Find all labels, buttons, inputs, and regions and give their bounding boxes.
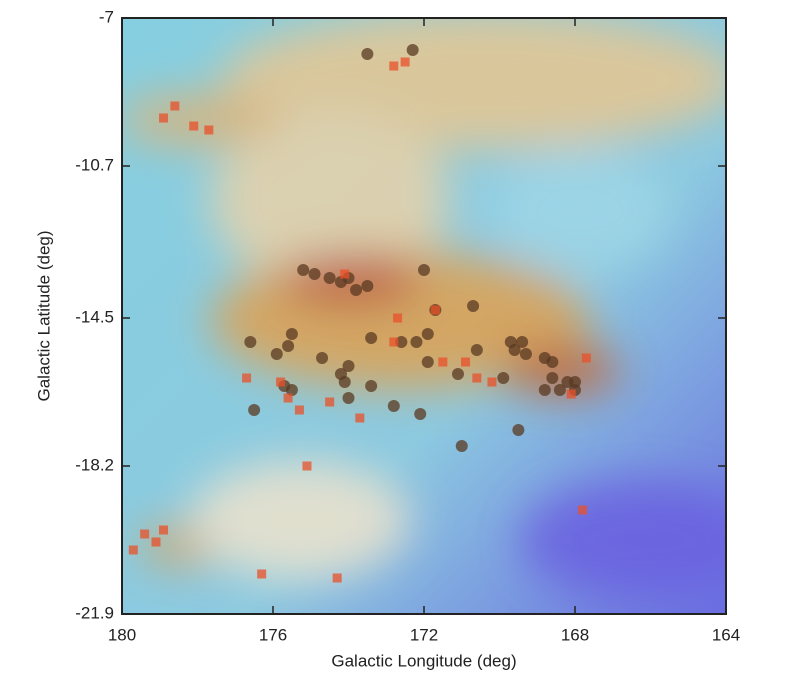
circle-marker: [519, 348, 532, 360]
circle-marker: [316, 352, 329, 364]
square-marker: [302, 461, 312, 471]
square-marker: [189, 121, 199, 131]
circle-marker: [365, 380, 378, 392]
circle-marker: [248, 404, 261, 416]
circle-marker: [421, 356, 434, 368]
circle-marker: [342, 392, 355, 404]
square-marker: [276, 377, 286, 387]
circle-marker: [497, 372, 510, 384]
circle-marker: [244, 336, 257, 348]
square-marker: [438, 357, 448, 367]
circle-marker: [516, 336, 529, 348]
circle-marker: [553, 384, 566, 396]
x-tick-label: 164: [712, 625, 740, 644]
square-marker: [430, 305, 440, 315]
square-marker: [283, 393, 293, 403]
circle-marker: [538, 384, 551, 396]
square-marker: [400, 57, 410, 67]
circle-marker: [387, 400, 400, 412]
x-tick-label: 172: [410, 625, 438, 644]
circle-marker: [342, 360, 355, 372]
square-marker: [332, 573, 342, 583]
circle-marker: [350, 284, 363, 296]
square-marker: [578, 505, 588, 515]
circle-marker: [282, 340, 295, 352]
square-marker: [159, 113, 169, 123]
square-marker: [581, 353, 591, 363]
x-axis-label: Galactic Longitude (deg): [331, 651, 516, 670]
circle-marker: [546, 356, 559, 368]
x-tick-label: 168: [561, 625, 589, 644]
square-marker: [159, 525, 169, 535]
circle-marker: [421, 328, 434, 340]
square-marker: [204, 125, 214, 135]
square-marker: [566, 389, 576, 399]
square-marker: [393, 313, 403, 323]
square-marker: [151, 537, 161, 547]
y-tick-label: -10.7: [75, 155, 114, 174]
y-tick-label: -18.2: [75, 455, 114, 474]
x-tick-label: 176: [259, 625, 287, 644]
square-marker: [389, 61, 399, 71]
square-marker: [170, 101, 180, 111]
circle-marker: [451, 368, 464, 380]
circle-marker: [406, 44, 419, 56]
map-background: [122, 18, 726, 614]
circle-marker: [467, 300, 480, 312]
circle-marker: [395, 336, 408, 348]
circle-marker: [308, 268, 321, 280]
square-marker: [128, 545, 138, 555]
square-marker: [389, 337, 399, 347]
circle-marker: [512, 424, 525, 436]
circle-marker: [365, 332, 378, 344]
circle-marker: [338, 376, 351, 388]
square-marker: [257, 569, 267, 579]
square-marker: [140, 529, 150, 539]
circle-marker: [361, 280, 374, 292]
square-marker: [325, 397, 335, 407]
square-marker: [472, 373, 482, 383]
square-marker: [340, 269, 350, 279]
square-marker: [487, 377, 497, 387]
square-marker: [355, 413, 365, 423]
circle-marker: [470, 344, 483, 356]
circle-marker: [285, 328, 298, 340]
circle-marker: [546, 372, 559, 384]
square-marker: [461, 357, 471, 367]
circle-marker: [508, 344, 521, 356]
square-marker: [242, 373, 252, 383]
circle-marker: [323, 272, 336, 284]
y-tick-label: -21.9: [75, 603, 114, 622]
circle-marker: [270, 348, 283, 360]
circle-marker: [361, 48, 374, 60]
circle-marker: [297, 264, 310, 276]
circle-marker: [410, 336, 423, 348]
y-tick-label: -14.5: [75, 307, 114, 326]
circle-marker: [414, 408, 427, 420]
circle-marker: [285, 384, 298, 396]
circle-marker: [418, 264, 430, 276]
square-marker: [294, 405, 304, 415]
y-axis-label: Galactic Latitude (deg): [34, 230, 53, 401]
circle-marker: [455, 440, 468, 452]
x-tick-label: 180: [108, 625, 136, 644]
y-tick-label: -7: [99, 7, 114, 26]
